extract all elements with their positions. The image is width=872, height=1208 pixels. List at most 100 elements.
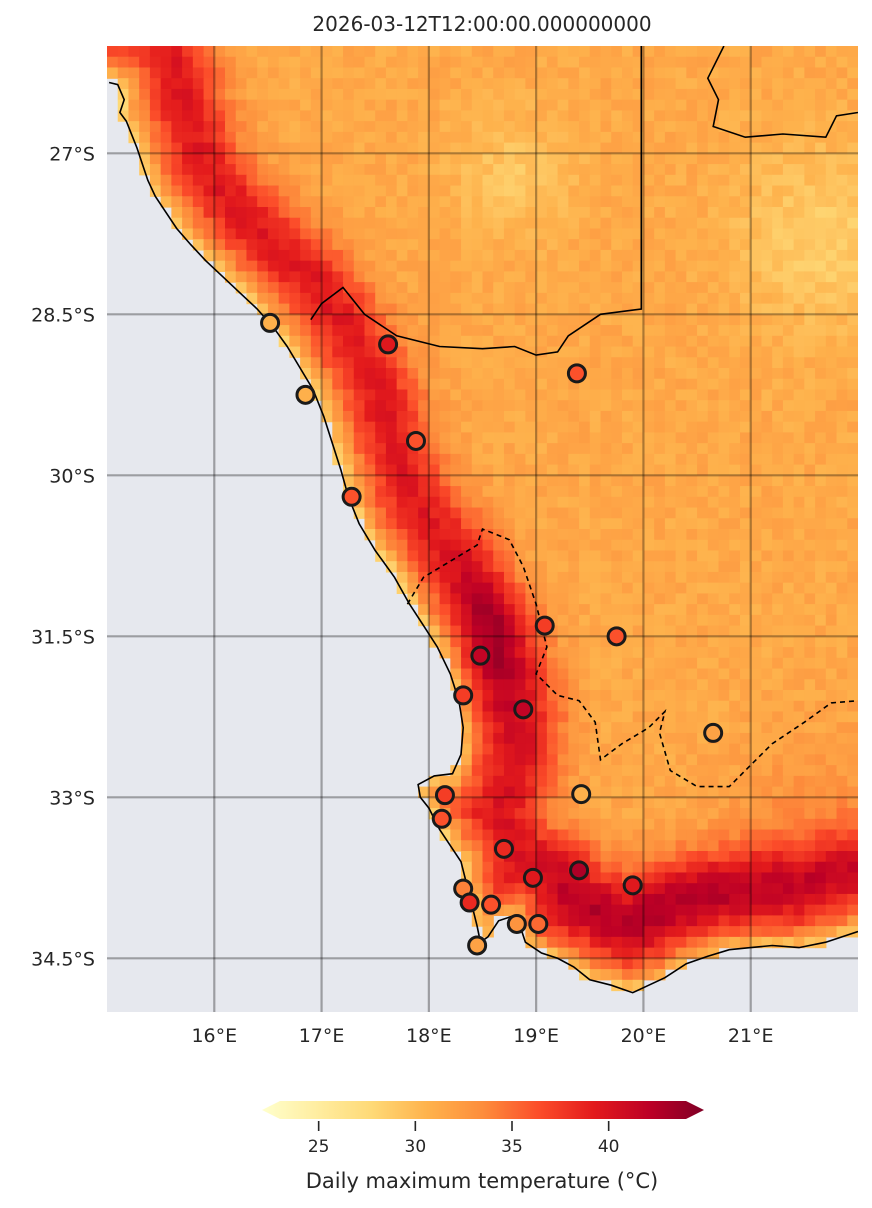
- raster-cell: [471, 110, 484, 122]
- raster-cell: [225, 185, 237, 197]
- raster-cell: [579, 357, 591, 369]
- raster-cell: [289, 260, 301, 272]
- raster-cell: [643, 668, 655, 680]
- raster-cell: [428, 561, 441, 573]
- raster-cell: [493, 883, 505, 895]
- raster-cell: [310, 325, 323, 337]
- raster-cell: [321, 131, 333, 144]
- raster-cell: [750, 690, 763, 702]
- raster-cell: [621, 582, 634, 594]
- raster-cell: [364, 496, 376, 509]
- raster-cell: [611, 829, 623, 841]
- raster-cell: [739, 518, 752, 530]
- raster-cell: [461, 174, 473, 187]
- raster-cell: [514, 679, 527, 691]
- raster-cell: [396, 550, 408, 562]
- raster-cell: [804, 926, 816, 938]
- raster-cell: [847, 239, 858, 251]
- raster-cell: [482, 174, 494, 187]
- raster-cell: [611, 722, 623, 734]
- raster-cell: [804, 486, 816, 498]
- raster-cell: [750, 743, 763, 755]
- raster-cell: [525, 443, 537, 455]
- raster-cell: [664, 496, 677, 509]
- raster-cell: [450, 271, 462, 283]
- raster-cell: [600, 174, 612, 187]
- raster-cell: [815, 657, 827, 670]
- raster-cell: [750, 196, 763, 208]
- raster-cell: [632, 518, 645, 530]
- raster-cell: [632, 786, 645, 798]
- raster-cell: [729, 604, 741, 616]
- raster-cell: [600, 325, 612, 337]
- raster-cell: [428, 314, 441, 326]
- raster-cell: [546, 647, 559, 659]
- raster-cell: [332, 443, 344, 455]
- raster-cell: [697, 475, 709, 487]
- raster-cell: [439, 775, 451, 788]
- raster-cell: [611, 947, 623, 959]
- raster-cell: [697, 786, 709, 798]
- raster-cell: [182, 99, 194, 111]
- raster-cell: [632, 389, 645, 401]
- raster-cell: [514, 164, 527, 176]
- raster-cell: [707, 700, 720, 713]
- raster-cell: [686, 121, 698, 133]
- raster-cell: [546, 679, 559, 691]
- raster-cell: [718, 679, 730, 691]
- raster-cell: [697, 174, 709, 187]
- raster-cell: [407, 239, 419, 251]
- raster-cell: [825, 292, 838, 305]
- raster-cell: [611, 904, 623, 916]
- raster-cell: [739, 872, 752, 884]
- raster-cell: [278, 142, 290, 154]
- raster-cell: [514, 754, 527, 766]
- temperature-raster: [107, 46, 858, 992]
- raster-cell: [450, 378, 462, 391]
- raster-cell: [203, 207, 215, 219]
- raster-cell: [471, 88, 484, 101]
- raster-cell: [825, 271, 838, 283]
- raster-cell: [364, 400, 376, 412]
- raster-cell: [707, 550, 720, 562]
- raster-cell: [257, 249, 269, 262]
- raster-cell: [182, 207, 194, 219]
- raster-cell: [332, 99, 344, 111]
- raster-cell: [750, 174, 763, 187]
- raster-cell: [385, 475, 398, 487]
- raster-cell: [804, 893, 816, 906]
- station-marker: [295, 384, 316, 405]
- raster-cell: [847, 142, 858, 154]
- raster-cell: [461, 121, 473, 133]
- raster-cell: [847, 153, 858, 165]
- raster-cell: [482, 292, 494, 305]
- raster-cell: [557, 614, 569, 627]
- raster-cell: [697, 743, 709, 755]
- raster-cell: [654, 893, 666, 906]
- raster-cell: [450, 561, 462, 573]
- raster-cell: [621, 228, 634, 240]
- raster-cell: [493, 582, 505, 594]
- raster-cell: [525, 486, 537, 498]
- raster-cell: [836, 582, 848, 594]
- station-marker: [467, 935, 488, 956]
- raster-cell: [772, 196, 784, 208]
- raster-cell: [772, 797, 784, 809]
- raster-cell: [804, 647, 816, 659]
- raster-cell: [546, 711, 559, 723]
- raster-cell: [729, 346, 741, 358]
- raster-cell: [214, 88, 226, 101]
- raster-cell: [536, 818, 548, 831]
- raster-cell: [600, 722, 612, 734]
- raster-cell: [171, 196, 183, 208]
- raster-cell: [117, 78, 130, 90]
- raster-cell: [707, 926, 720, 938]
- raster-cell: [686, 282, 698, 294]
- raster-cell: [557, 443, 569, 455]
- raster-cell: [257, 207, 269, 219]
- raster-cell: [750, 604, 763, 616]
- raster-cell: [514, 185, 527, 197]
- raster-cell: [203, 56, 215, 69]
- raster-cell: [568, 775, 580, 788]
- raster-cell: [718, 110, 730, 122]
